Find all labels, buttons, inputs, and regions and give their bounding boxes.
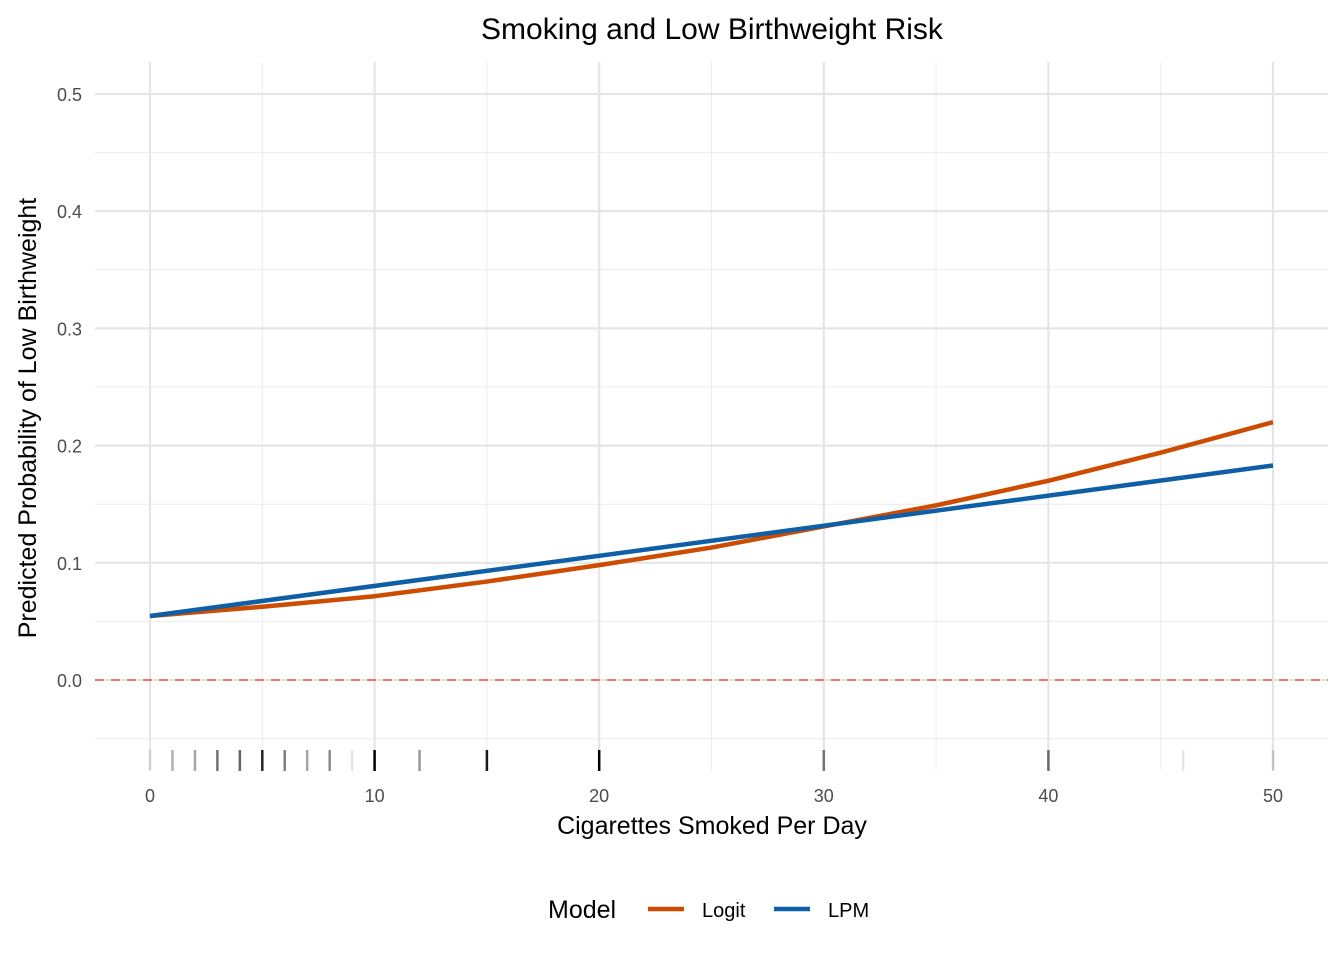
legend-title: Model <box>548 896 616 924</box>
legend-label-logit: Logit <box>702 900 746 922</box>
x-tick-label: 10 <box>365 786 385 806</box>
grid <box>95 62 1328 770</box>
y-tick-label: 0.1 <box>57 554 82 574</box>
y-axis-ticks: 0.0 0.1 0.2 0.3 0.4 0.5 <box>57 85 82 691</box>
series-lines <box>149 419 1274 619</box>
y-tick-label: 0.3 <box>57 319 82 339</box>
legend-label-lpm: LPM <box>828 900 869 922</box>
series-line-lpm <box>149 463 1274 619</box>
x-tick-label: 20 <box>589 786 609 806</box>
x-tick-label: 30 <box>814 786 834 806</box>
x-axis-ticks: 0 10 20 30 40 50 <box>145 786 1283 806</box>
x-tick-label: 40 <box>1038 786 1058 806</box>
x-axis-label: Cigarettes Smoked Per Day <box>557 812 867 840</box>
y-axis-label: Predicted Probability of Low Birthweight <box>14 198 42 639</box>
series-line-logit <box>149 419 1274 619</box>
y-tick-label: 0.0 <box>57 671 82 691</box>
chart-title: Smoking and Low Birthweight Risk <box>481 13 944 46</box>
y-tick-label: 0.5 <box>57 85 82 105</box>
y-tick-label: 0.4 <box>57 202 82 222</box>
x-tick-label: 0 <box>145 786 155 806</box>
x-tick-label: 50 <box>1263 786 1283 806</box>
y-tick-label: 0.2 <box>57 437 82 457</box>
legend: Model Logit LPM <box>548 896 869 924</box>
rug <box>148 750 1275 771</box>
